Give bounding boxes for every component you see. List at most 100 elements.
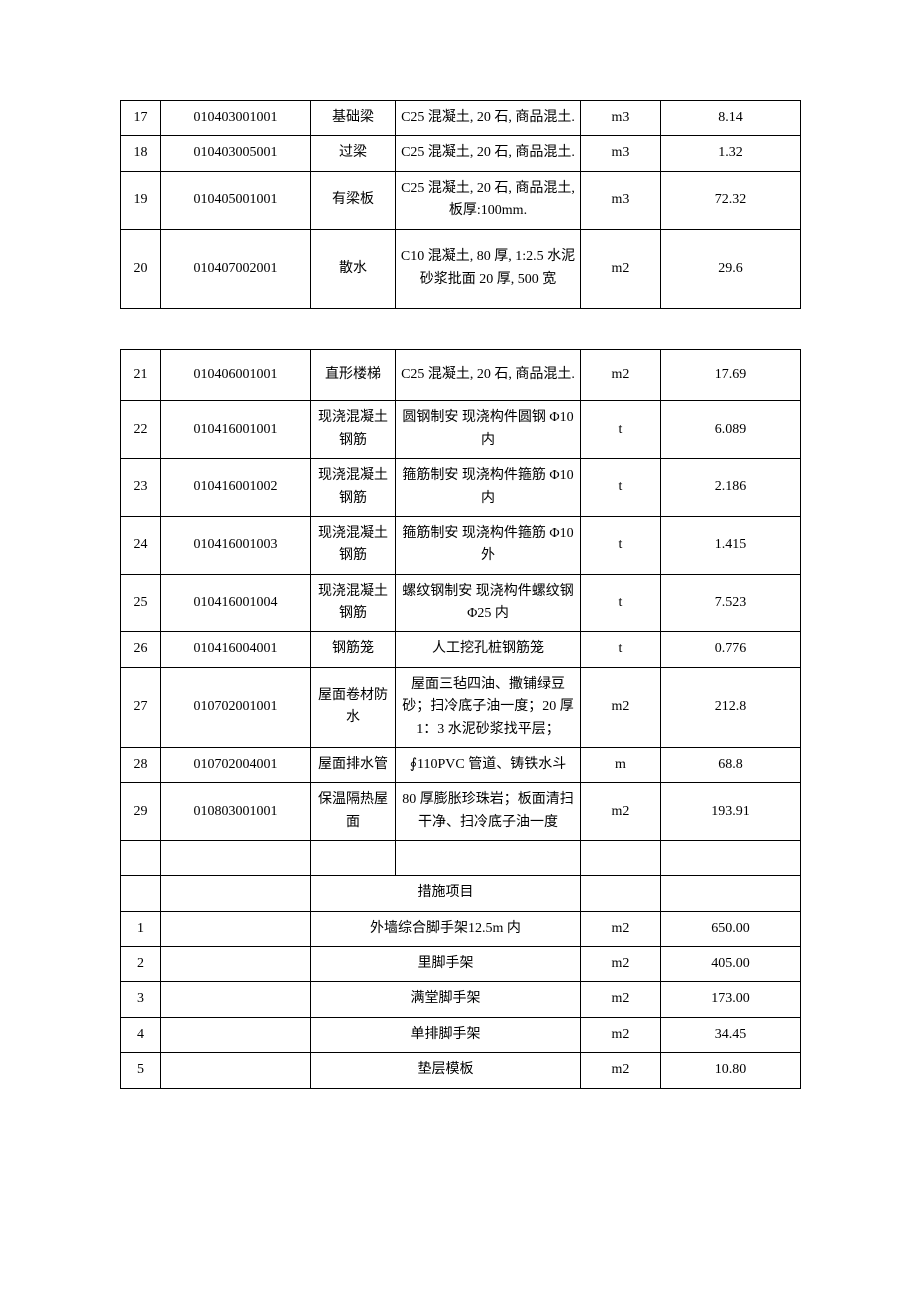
cell-code: 010416001001 bbox=[161, 401, 311, 459]
cell-name: 外墙综合脚手架12.5m 内 bbox=[311, 911, 581, 946]
empty-cell bbox=[161, 1053, 311, 1088]
cell-name: 屋面卷材防水 bbox=[311, 667, 396, 747]
cell-qty: 193.91 bbox=[661, 783, 801, 841]
cell-name: 基础梁 bbox=[311, 101, 396, 136]
empty-cell bbox=[121, 841, 161, 876]
cell-idx: 18 bbox=[121, 136, 161, 171]
cell-qty: 34.45 bbox=[661, 1017, 801, 1052]
cell-code: 010803001001 bbox=[161, 783, 311, 841]
cell-unit: m2 bbox=[581, 911, 661, 946]
cell-unit: m3 bbox=[581, 171, 661, 229]
table-row: 25 010416001004 现浇混凝土钢筋 螺纹钢制安 现浇构件螺纹钢 Φ2… bbox=[121, 574, 801, 632]
cell-idx: 20 bbox=[121, 229, 161, 308]
cell-name: 保温隔热屋面 bbox=[311, 783, 396, 841]
cell-idx: 28 bbox=[121, 748, 161, 783]
cell-name: 散水 bbox=[311, 229, 396, 308]
cell-qty: 10.80 bbox=[661, 1053, 801, 1088]
table-row: 22 010416001001 现浇混凝土钢筋 圆钢制安 现浇构件圆钢 Φ10 … bbox=[121, 401, 801, 459]
cell-qty: 2.186 bbox=[661, 459, 801, 517]
cell-name: 屋面排水管 bbox=[311, 748, 396, 783]
section-header: 措施项目 bbox=[311, 876, 581, 911]
cell-qty: 17.69 bbox=[661, 349, 801, 400]
cell-qty: 173.00 bbox=[661, 982, 801, 1017]
cell-idx: 27 bbox=[121, 667, 161, 747]
empty-row bbox=[121, 841, 801, 876]
cell-idx: 21 bbox=[121, 349, 161, 400]
cell-unit: m3 bbox=[581, 136, 661, 171]
cell-qty: 8.14 bbox=[661, 101, 801, 136]
table-row: 17 010403001001 基础梁 C25 混凝土, 20 石, 商品混土.… bbox=[121, 101, 801, 136]
cell-desc: ∮110PVC 管道、铸铁水斗 bbox=[396, 748, 581, 783]
cell-desc: C10 混凝土, 80 厚, 1:2.5 水泥砂浆批面 20 厚, 500 宽 bbox=[396, 229, 581, 308]
cell-qty: 650.00 bbox=[661, 911, 801, 946]
cell-qty: 405.00 bbox=[661, 946, 801, 981]
cell-unit: t bbox=[581, 516, 661, 574]
table-row: 18 010403005001 过梁 C25 混凝土, 20 石, 商品混土. … bbox=[121, 136, 801, 171]
table-row: 5 垫层模板 m2 10.80 bbox=[121, 1053, 801, 1088]
cell-desc: 箍筋制安 现浇构件箍筋 Φ10 内 bbox=[396, 459, 581, 517]
bill-table-1: 17 010403001001 基础梁 C25 混凝土, 20 石, 商品混土.… bbox=[120, 100, 801, 309]
cell-code: 010407002001 bbox=[161, 229, 311, 308]
cell-desc: C25 混凝土, 20 石, 商品混土. bbox=[396, 136, 581, 171]
cell-unit: m2 bbox=[581, 1017, 661, 1052]
cell-idx: 2 bbox=[121, 946, 161, 981]
table-row: 28 010702004001 屋面排水管 ∮110PVC 管道、铸铁水斗 m … bbox=[121, 748, 801, 783]
cell-code: 010416004001 bbox=[161, 632, 311, 667]
cell-unit: m3 bbox=[581, 101, 661, 136]
cell-qty: 72.32 bbox=[661, 171, 801, 229]
cell-code: 010416001002 bbox=[161, 459, 311, 517]
cell-idx: 23 bbox=[121, 459, 161, 517]
empty-cell bbox=[161, 982, 311, 1017]
empty-cell bbox=[161, 911, 311, 946]
cell-qty: 6.089 bbox=[661, 401, 801, 459]
cell-unit: t bbox=[581, 401, 661, 459]
cell-name: 现浇混凝土钢筋 bbox=[311, 574, 396, 632]
empty-cell bbox=[661, 841, 801, 876]
empty-cell bbox=[161, 876, 311, 911]
empty-cell bbox=[581, 876, 661, 911]
cell-code: 010702001001 bbox=[161, 667, 311, 747]
cell-unit: m bbox=[581, 748, 661, 783]
cell-qty: 7.523 bbox=[661, 574, 801, 632]
cell-desc: 箍筋制安 现浇构件箍筋 Φ10 外 bbox=[396, 516, 581, 574]
table-row: 20 010407002001 散水 C10 混凝土, 80 厚, 1:2.5 … bbox=[121, 229, 801, 308]
cell-code: 010702004001 bbox=[161, 748, 311, 783]
cell-unit: m2 bbox=[581, 349, 661, 400]
table-row: 2 里脚手架 m2 405.00 bbox=[121, 946, 801, 981]
cell-desc: 螺纹钢制安 现浇构件螺纹钢 Φ25 内 bbox=[396, 574, 581, 632]
table-gap bbox=[120, 309, 800, 349]
cell-idx: 5 bbox=[121, 1053, 161, 1088]
cell-idx: 17 bbox=[121, 101, 161, 136]
cell-unit: m2 bbox=[581, 229, 661, 308]
cell-idx: 19 bbox=[121, 171, 161, 229]
table-row: 21 010406001001 直形楼梯 C25 混凝土, 20 石, 商品混土… bbox=[121, 349, 801, 400]
cell-code: 010403005001 bbox=[161, 136, 311, 171]
cell-unit: t bbox=[581, 574, 661, 632]
empty-cell bbox=[311, 841, 396, 876]
empty-cell bbox=[581, 841, 661, 876]
cell-idx: 3 bbox=[121, 982, 161, 1017]
cell-desc: 人工挖孔桩钢筋笼 bbox=[396, 632, 581, 667]
cell-unit: m2 bbox=[581, 982, 661, 1017]
cell-name: 垫层模板 bbox=[311, 1053, 581, 1088]
cell-desc: C25 混凝土, 20 石, 商品混土. bbox=[396, 101, 581, 136]
cell-unit: t bbox=[581, 459, 661, 517]
table-row: 19 010405001001 有梁板 C25 混凝土, 20 石, 商品混土,… bbox=[121, 171, 801, 229]
cell-desc: C25 混凝土, 20 石, 商品混土. bbox=[396, 349, 581, 400]
cell-name: 直形楼梯 bbox=[311, 349, 396, 400]
cell-idx: 1 bbox=[121, 911, 161, 946]
cell-desc: 圆钢制安 现浇构件圆钢 Φ10 内 bbox=[396, 401, 581, 459]
bill-table-2: 21 010406001001 直形楼梯 C25 混凝土, 20 石, 商品混土… bbox=[120, 349, 801, 1089]
cell-code: 010416001004 bbox=[161, 574, 311, 632]
table-row: 24 010416001003 现浇混凝土钢筋 箍筋制安 现浇构件箍筋 Φ10 … bbox=[121, 516, 801, 574]
cell-unit: m2 bbox=[581, 1053, 661, 1088]
cell-name: 单排脚手架 bbox=[311, 1017, 581, 1052]
empty-cell bbox=[121, 876, 161, 911]
cell-name: 钢筋笼 bbox=[311, 632, 396, 667]
cell-desc: 屋面三毡四油、撒铺绿豆砂；扫冷底子油一度；20 厚 1：3 水泥砂浆找平层； bbox=[396, 667, 581, 747]
cell-unit: m2 bbox=[581, 783, 661, 841]
table-row: 27 010702001001 屋面卷材防水 屋面三毡四油、撒铺绿豆砂；扫冷底子… bbox=[121, 667, 801, 747]
cell-unit: t bbox=[581, 632, 661, 667]
cell-name: 过梁 bbox=[311, 136, 396, 171]
cell-qty: 1.32 bbox=[661, 136, 801, 171]
